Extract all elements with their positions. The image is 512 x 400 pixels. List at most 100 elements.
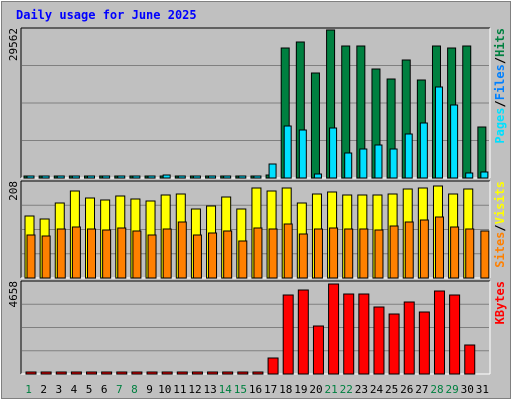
bar-pages-day-18 — [283, 125, 292, 179]
bar-kbytes-day-8 — [131, 371, 143, 375]
bar-kbytes-day-26 — [403, 301, 415, 375]
bar-pages-day-3 — [56, 175, 65, 179]
bar-pages-day-16 — [253, 175, 262, 179]
bar-pages-day-12 — [192, 175, 201, 179]
bar-pages-day-26 — [404, 133, 413, 179]
bar-kbytes-day-18 — [282, 294, 294, 375]
bar-sites-day-5 — [87, 228, 97, 279]
chart-title: Daily usage for June 2025 — [16, 8, 197, 22]
bar-pages-day-2 — [41, 175, 50, 179]
x-axis-tick-labels: 1 2 3 4 5 6 7 8 9 10 11 12 13 14 15 16 17 18 19 20 21 22 23 24 2… — [25, 383, 489, 396]
bar-sites-day-15 — [238, 240, 248, 279]
bar-pages-day-4 — [71, 175, 80, 179]
x-tick-label-day-4: 4 — [71, 383, 78, 396]
x-tick-label-day-10: 10 — [158, 383, 171, 396]
bar-sites-day-8 — [132, 230, 142, 279]
x-tick-label-day-23: 23 — [355, 383, 368, 396]
y-max-label: 29562 — [7, 28, 20, 61]
x-tick-label-day-7: 7 — [116, 383, 123, 396]
bar-kbytes-day-13 — [207, 371, 219, 375]
bar-pages-day-27 — [419, 122, 428, 179]
bar-kbytes-day-24 — [373, 306, 385, 375]
x-tick-label-day-30: 30 — [461, 383, 474, 396]
panel-hits-files-pages: 29562 Pages/Files/Hits — [7, 27, 507, 179]
legend-sites: Sites — [493, 232, 507, 268]
chart-panels: 29562 Pages/Files/Hits 208 Sites/Visits 4658… — [7, 27, 507, 375]
x-tick-label-day-16: 16 — [249, 383, 262, 396]
legend-files: Files — [493, 64, 507, 100]
bar-kbytes-day-2 — [40, 371, 52, 375]
x-tick-label-day-5: 5 — [86, 383, 93, 396]
x-tick-label-day-29: 29 — [446, 383, 459, 396]
y-max-label: 4658 — [7, 281, 20, 308]
bar-sites-day-25 — [389, 225, 399, 279]
bar-kbytes-day-12 — [191, 371, 203, 375]
bar-kbytes-day-23 — [358, 293, 370, 375]
bar-pages-day-9 — [147, 175, 156, 179]
bar-pages-day-21 — [329, 127, 338, 179]
bar-sites-day-26 — [404, 221, 414, 279]
x-tick-label-day-14: 14 — [219, 383, 233, 396]
x-tick-label-day-21: 21 — [325, 383, 338, 396]
bar-pages-day-28 — [434, 86, 443, 179]
bar-kbytes-day-29 — [449, 294, 461, 375]
bar-pages-day-13 — [208, 175, 217, 179]
bar-sites-day-9 — [147, 234, 157, 279]
legend-visits: Visits — [493, 181, 507, 224]
bar-pages-day-23 — [359, 148, 368, 179]
panel-kbytes: 4658 KBytes — [7, 280, 507, 375]
series-axis-label: Sites/Visits — [493, 181, 507, 268]
bar-sites-day-7 — [117, 227, 127, 279]
series-axis-label: KBytes — [493, 281, 507, 324]
bar-kbytes-day-10 — [161, 371, 173, 375]
bar-sites-day-3 — [56, 228, 66, 279]
bar-pages-day-31 — [480, 171, 489, 179]
bar-pages-day-10 — [162, 174, 171, 179]
bar-pages-day-19 — [298, 129, 307, 179]
bar-kbytes-day-17 — [267, 357, 279, 375]
bar-sites-day-30 — [465, 228, 475, 279]
bar-sites-day-2 — [41, 235, 51, 279]
bar-hits-day-20 — [310, 72, 320, 179]
y-max-label: 208 — [7, 181, 20, 201]
bar-kbytes-day-7 — [116, 371, 128, 375]
bar-sites-day-13 — [208, 232, 218, 279]
x-tick-label-day-1: 1 — [25, 383, 32, 396]
bar-sites-day-1 — [26, 234, 36, 279]
x-tick-label-day-24: 24 — [370, 383, 384, 396]
x-tick-label-day-18: 18 — [279, 383, 292, 396]
bar-pages-day-8 — [132, 175, 141, 179]
bar-sites-day-20 — [313, 228, 323, 279]
x-tick-label-day-13: 13 — [203, 383, 216, 396]
x-tick-label-day-9: 9 — [146, 383, 153, 396]
bar-pages-day-5 — [87, 175, 96, 179]
x-tick-label-day-15: 15 — [234, 383, 247, 396]
bar-sites-day-6 — [102, 229, 112, 279]
x-tick-label-day-27: 27 — [415, 383, 428, 396]
bar-hits-day-30 — [462, 45, 472, 179]
x-tick-label-day-31: 31 — [476, 383, 489, 396]
x-tick-label-day-8: 8 — [131, 383, 138, 396]
bar-kbytes-day-28 — [433, 290, 445, 375]
x-tick-label-day-25: 25 — [385, 383, 398, 396]
x-tick-label-day-17: 17 — [264, 383, 277, 396]
bar-kbytes-day-1 — [25, 371, 37, 375]
bar-kbytes-day-25 — [388, 313, 400, 375]
bar-kbytes-day-6 — [101, 371, 113, 375]
x-tick-label-day-22: 22 — [340, 383, 353, 396]
bar-sites-day-29 — [450, 226, 460, 279]
bar-kbytes-day-22 — [343, 293, 355, 375]
x-tick-label-day-11: 11 — [173, 383, 186, 396]
bar-sites-day-17 — [268, 228, 278, 279]
bar-kbytes-day-3 — [55, 371, 67, 375]
x-tick-label-day-26: 26 — [400, 383, 413, 396]
bar-kbytes-day-27 — [418, 311, 430, 375]
bar-pages-day-11 — [177, 175, 186, 179]
x-tick-label-day-19: 19 — [294, 383, 307, 396]
legend-hits: Hits — [493, 28, 507, 57]
bar-sites-day-24 — [374, 229, 384, 279]
bar-pages-day-29 — [450, 104, 459, 179]
panel-visits-sites: 208 Sites/Visits — [7, 180, 507, 279]
legend-kbytes: KBytes — [493, 281, 507, 324]
